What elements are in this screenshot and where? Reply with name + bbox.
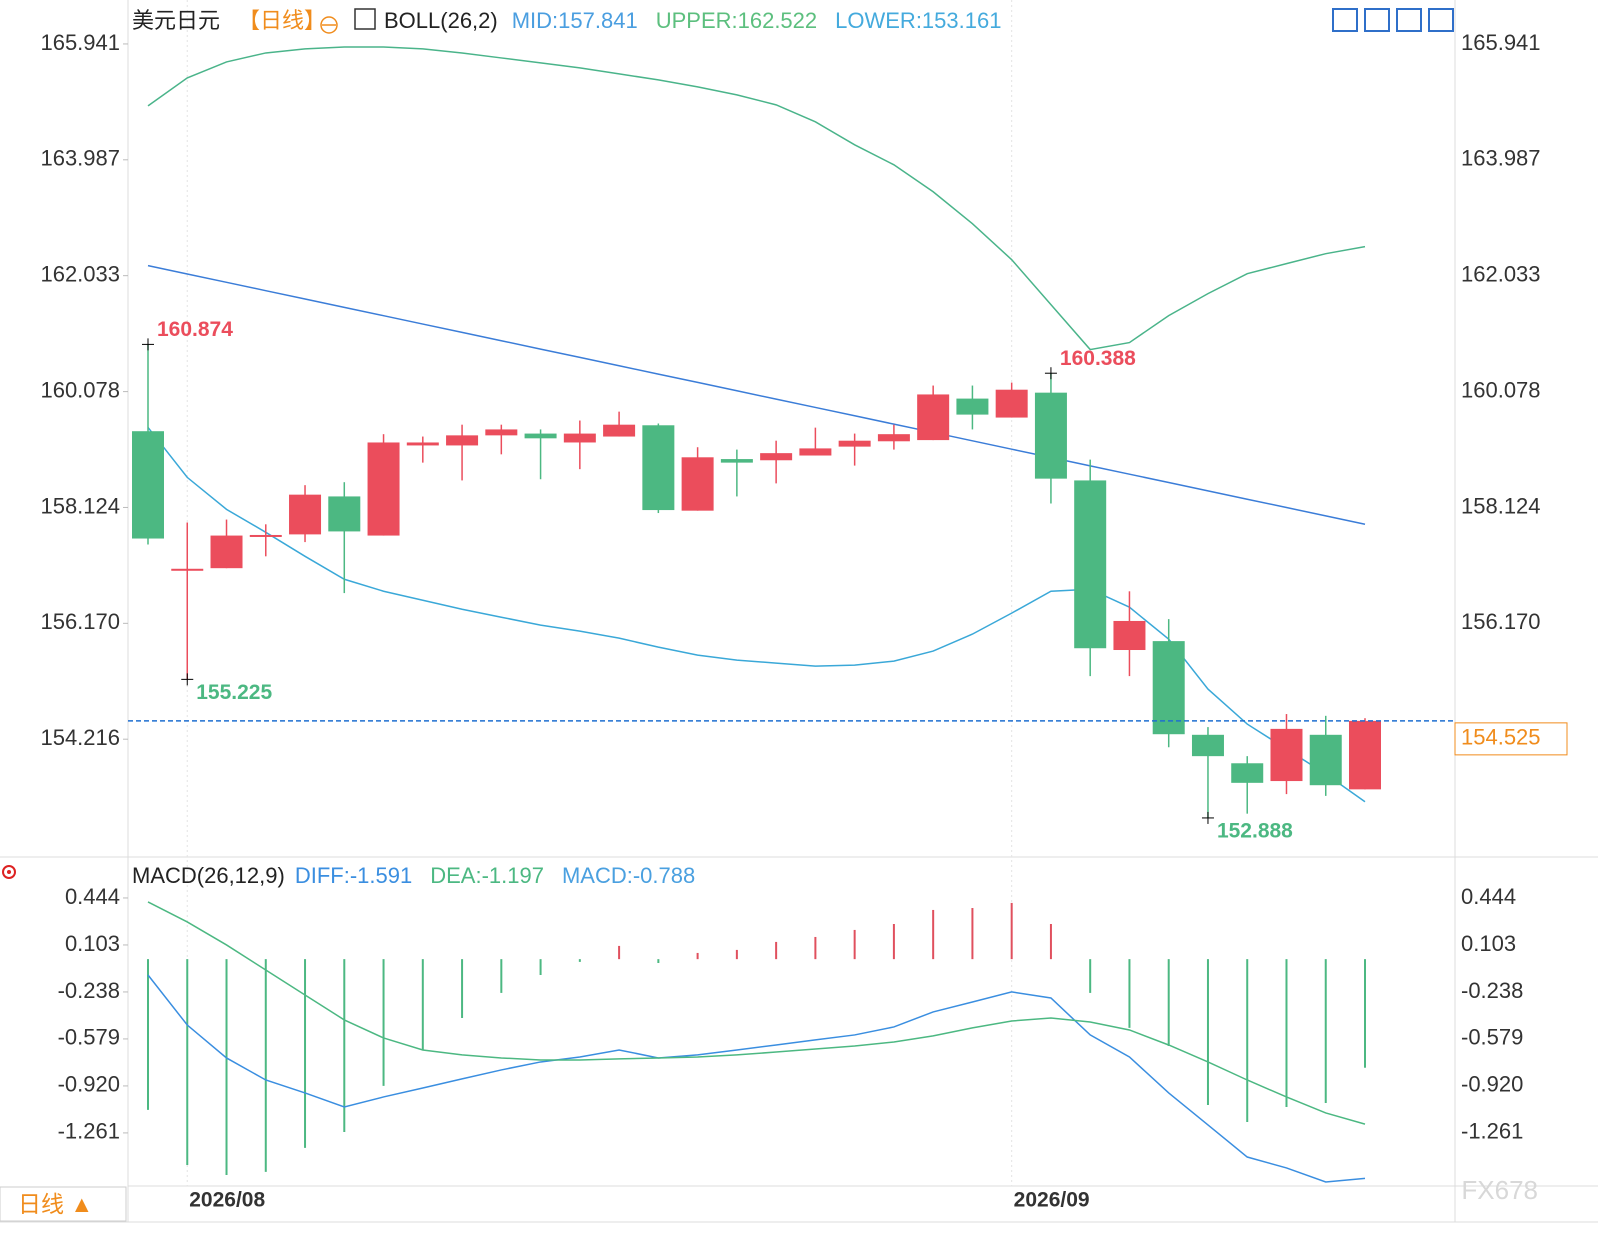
y-tick-label: -1.261 xyxy=(58,1119,120,1144)
period: 【日线】 xyxy=(238,8,326,33)
y-tick-label-right: 165.941 xyxy=(1461,30,1541,55)
candle-body xyxy=(210,535,243,569)
y-tick-label: -0.579 xyxy=(58,1025,120,1050)
y-tick-label: -0.238 xyxy=(58,978,120,1003)
macd-line xyxy=(147,901,1366,1125)
candle-body xyxy=(877,434,910,442)
y-tick-label: 165.941 xyxy=(40,30,120,55)
tool-button[interactable] xyxy=(1428,8,1454,32)
y-tick-label-right: 158.124 xyxy=(1461,493,1541,518)
candle-body xyxy=(1309,734,1342,786)
candle-body xyxy=(1113,620,1146,651)
candle-body xyxy=(1152,641,1185,735)
y-tick-label: 0.444 xyxy=(65,884,120,909)
period-button[interactable] xyxy=(0,1186,127,1222)
y-tick-label: 160.078 xyxy=(40,377,120,402)
period-button-label: 日线 ▲ xyxy=(18,1191,93,1217)
candle-body xyxy=(838,440,871,447)
y-tick-label: 158.124 xyxy=(40,493,120,518)
legend-entry: UPPER:162.522 xyxy=(656,8,817,33)
y-tick-label-right: -0.238 xyxy=(1461,978,1523,1003)
tool-button[interactable] xyxy=(1396,8,1422,32)
candle-body xyxy=(1349,720,1381,790)
candle-body xyxy=(406,442,439,446)
boll-line xyxy=(147,46,1366,351)
y-tick-label-right: 0.444 xyxy=(1461,884,1516,909)
candle-body xyxy=(681,457,714,511)
last-price-box xyxy=(1454,722,1568,756)
tool-button[interactable] xyxy=(1332,8,1358,32)
candle-body xyxy=(524,433,557,439)
y-tick-label: -0.920 xyxy=(58,1072,120,1097)
candle-body xyxy=(603,424,636,437)
legend-entry: LOWER:153.161 xyxy=(835,8,1001,33)
boll-line xyxy=(147,427,1366,803)
candle-body xyxy=(446,435,479,446)
candle-body xyxy=(563,433,596,443)
extreme-label: 160.388 xyxy=(1060,347,1136,370)
boll-icon[interactable] xyxy=(354,8,376,30)
y-tick-label: 156.170 xyxy=(40,609,120,634)
last-price-label: 154.525 xyxy=(1461,725,1541,750)
candle-body xyxy=(328,496,361,532)
y-tick-label-right: -0.920 xyxy=(1461,1072,1523,1097)
candle-body xyxy=(799,448,832,456)
tool-button[interactable] xyxy=(1364,8,1390,32)
candle-body xyxy=(1074,480,1107,649)
candle-body xyxy=(642,425,675,511)
extreme-label: 160.874 xyxy=(157,318,233,341)
candle-body xyxy=(367,442,400,536)
x-tick-label: 2026/09 xyxy=(1014,1189,1090,1212)
y-tick-label: 162.033 xyxy=(40,261,120,286)
y-tick-label-right: 162.033 xyxy=(1461,261,1541,286)
toolbar xyxy=(1332,8,1454,32)
macd-line xyxy=(147,974,1366,1183)
y-tick-label-right: -0.579 xyxy=(1461,1025,1523,1050)
y-tick-label-right: -1.261 xyxy=(1461,1119,1523,1144)
legend-entry: DEA:-1.197 xyxy=(430,863,544,888)
y-tick-label-right: 0.103 xyxy=(1461,931,1516,956)
extreme-label: 152.888 xyxy=(1217,819,1293,842)
watermark: FX678 xyxy=(1461,1175,1538,1205)
extreme-label: 155.225 xyxy=(196,681,272,704)
candle-body xyxy=(917,394,950,441)
candle-body xyxy=(249,534,282,537)
boll-line xyxy=(147,264,1366,525)
minus-icon[interactable] xyxy=(320,16,338,34)
y-tick-label-right: 156.170 xyxy=(1461,609,1541,634)
indicator-name: MACD(26,12,9) xyxy=(132,863,285,888)
candle-body xyxy=(171,568,204,571)
title: 美元日元 xyxy=(132,8,220,33)
candle-body xyxy=(720,459,753,463)
legend-entry: DIFF:-1.591 xyxy=(295,863,412,888)
y-tick-label: 0.103 xyxy=(65,931,120,956)
y-tick-label-right: 163.987 xyxy=(1461,146,1541,171)
y-tick-label: 163.987 xyxy=(40,146,120,171)
candle-body xyxy=(760,453,793,461)
candle-body xyxy=(132,431,164,539)
candle-body xyxy=(956,398,989,415)
candle-body xyxy=(485,429,518,436)
settings-icon xyxy=(7,870,11,874)
legend-entry: MACD:-0.788 xyxy=(562,863,695,888)
settings-icon[interactable] xyxy=(2,865,16,879)
y-tick-label: 154.216 xyxy=(40,725,120,750)
x-tick-label: 2026/08 xyxy=(189,1189,265,1212)
candle-body xyxy=(1231,763,1264,783)
y-tick-label-right: 160.078 xyxy=(1461,377,1541,402)
candle-body xyxy=(995,389,1028,418)
candle-body xyxy=(1270,728,1303,782)
legend-entry: MID:157.841 xyxy=(512,8,638,33)
candle-body xyxy=(289,494,322,535)
candle-body xyxy=(1034,392,1067,479)
candle-body xyxy=(1191,734,1224,757)
indicator-name: BOLL(26,2) xyxy=(384,8,498,33)
